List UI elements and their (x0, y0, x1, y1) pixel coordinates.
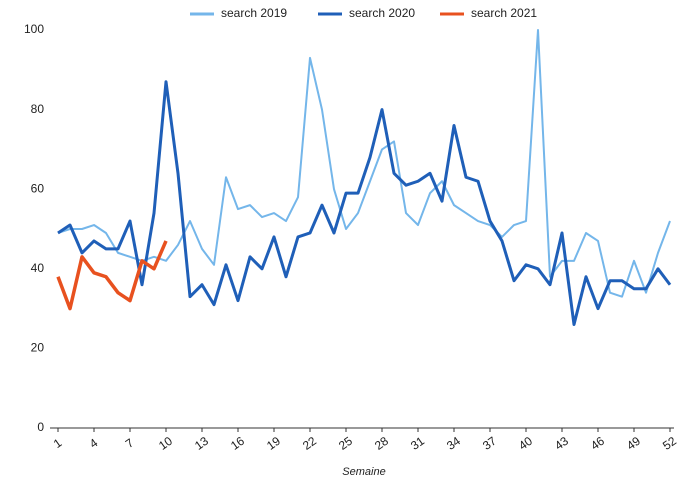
series-line (56, 240, 168, 311)
series-line (57, 80, 672, 327)
legend-label: search 2019 (221, 6, 287, 20)
y-tick-label: 80 (31, 102, 45, 116)
y-tick-label: 60 (31, 181, 45, 195)
y-tick-label: 100 (24, 22, 44, 36)
x-tick-label: 52 (660, 434, 677, 453)
y-tick-label: 0 (37, 420, 44, 434)
y-tick-label: 40 (31, 261, 45, 275)
legend-label: search 2020 (349, 6, 415, 20)
y-tick-label: 20 (31, 341, 45, 355)
legend-label: search 2021 (471, 6, 537, 20)
x-axis-label: Semaine (342, 466, 385, 478)
